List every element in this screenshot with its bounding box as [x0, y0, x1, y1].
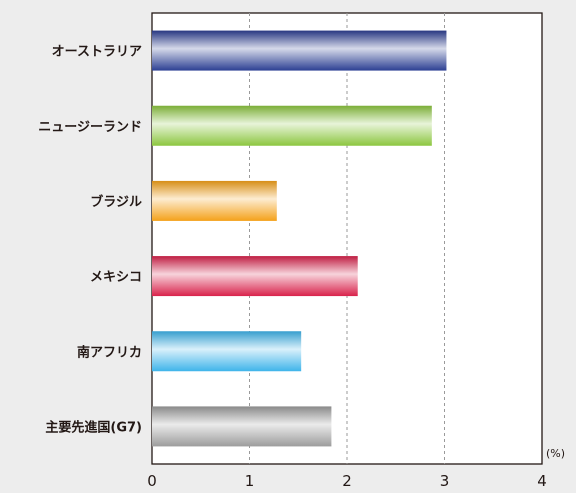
bar — [152, 256, 358, 296]
unit-label: (%) — [546, 447, 565, 460]
bar — [152, 31, 446, 71]
x-tick-label: 2 — [342, 472, 352, 490]
category-label: ブラジル — [90, 194, 142, 210]
x-tick-labels: 0 1 2 3 4 — [147, 472, 547, 490]
x-tick-label: 1 — [245, 472, 255, 490]
category-label: 主要先進国(G7) — [45, 419, 142, 435]
bar — [152, 331, 301, 371]
bar — [152, 406, 331, 446]
category-label: 南アフリカ — [77, 344, 142, 360]
x-tick-label: 3 — [440, 472, 450, 490]
bar — [152, 181, 277, 221]
x-tick-label: 0 — [147, 472, 157, 490]
category-label: ニュージーランド — [38, 120, 142, 135]
bar — [152, 106, 432, 146]
category-label: メキシコ — [90, 270, 142, 285]
x-tick-label: 4 — [537, 472, 547, 490]
category-label: オーストラリア — [52, 45, 142, 60]
